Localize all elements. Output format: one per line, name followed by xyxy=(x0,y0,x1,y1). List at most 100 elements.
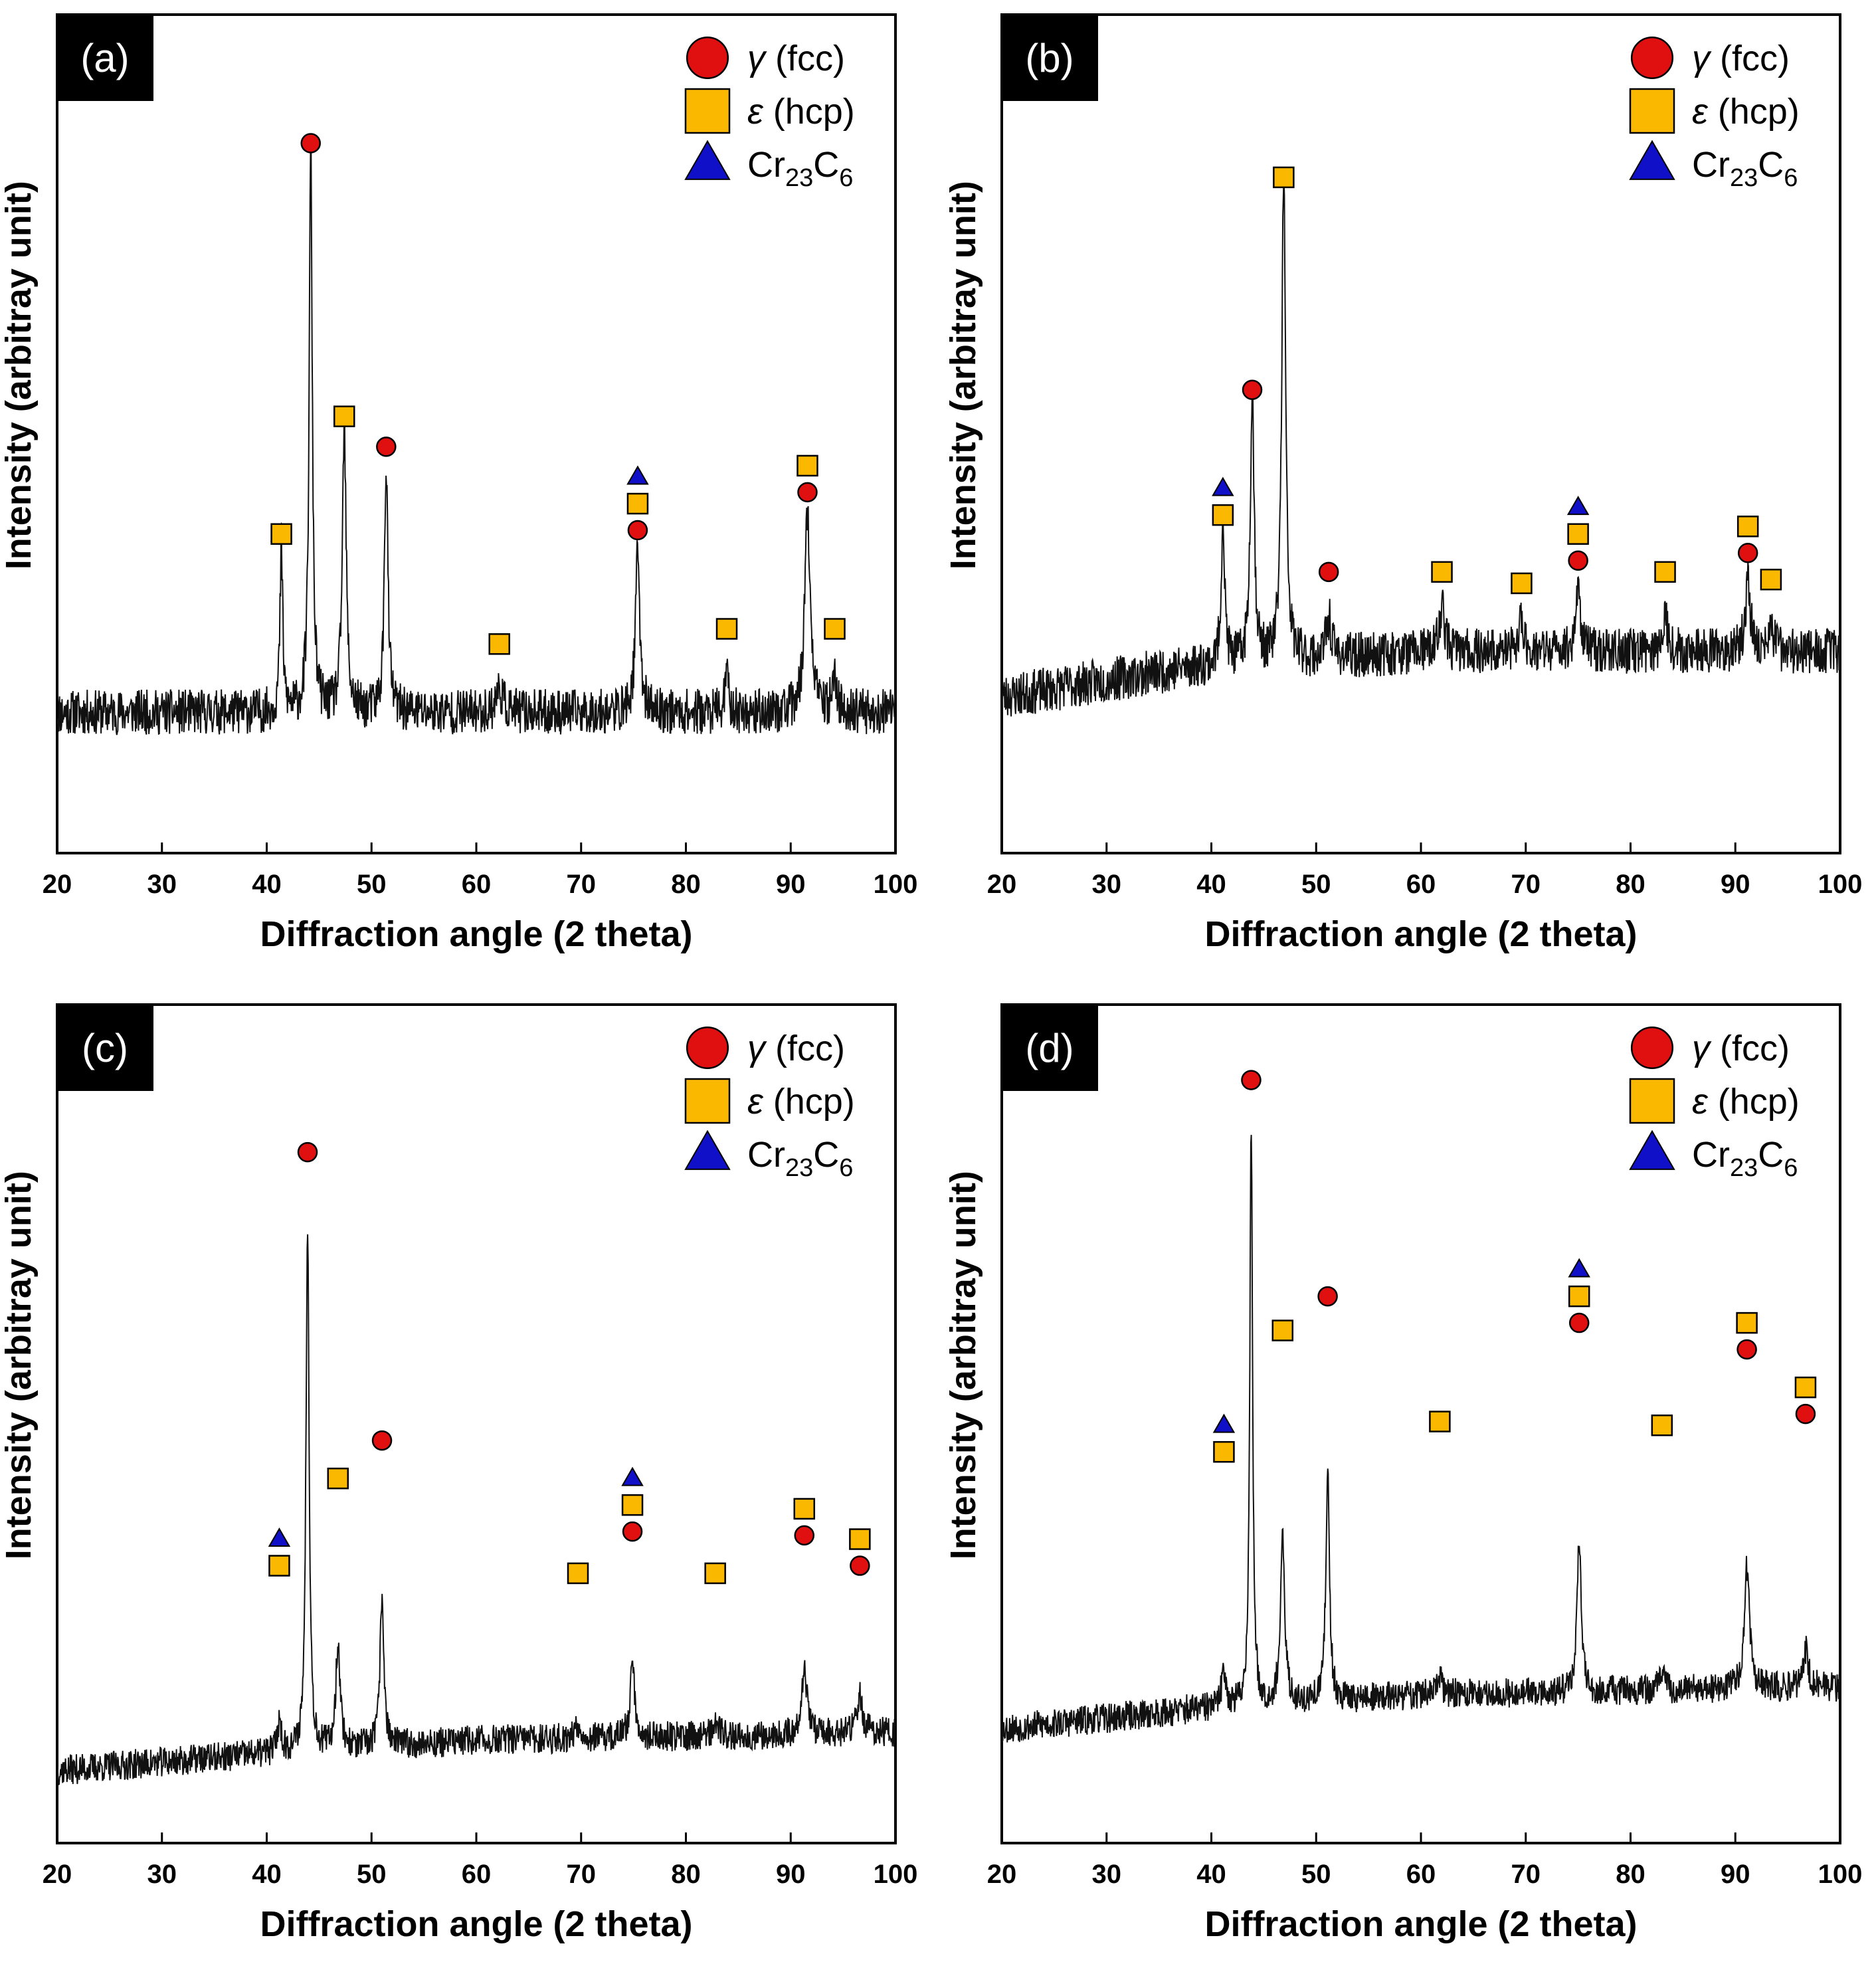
epsilon-marker xyxy=(1568,1285,1590,1308)
x-tick-label: 80 xyxy=(1616,1860,1645,1889)
epsilon-marker xyxy=(1654,561,1676,583)
x-tick-label: 70 xyxy=(567,870,597,899)
x-tick-label: 30 xyxy=(1092,870,1122,899)
legend-gamma-label: γ (fcc) xyxy=(747,39,845,78)
epsilon-marker xyxy=(1794,1376,1817,1399)
legend-epsilon-label: ε (hcp) xyxy=(1692,1082,1800,1122)
gamma-marker xyxy=(1736,1339,1757,1360)
x-tick-label: 40 xyxy=(1196,1860,1226,1889)
gamma-marker xyxy=(1568,1312,1590,1333)
legend-carbide-label: Cr23C6 xyxy=(1692,1135,1798,1182)
legend-epsilon-marker xyxy=(684,1078,731,1124)
epsilon-marker xyxy=(1213,1440,1235,1463)
epsilon-marker xyxy=(327,1467,349,1490)
epsilon-marker xyxy=(1511,572,1533,595)
x-tick-label: 100 xyxy=(1818,870,1863,899)
legend-epsilon-marker xyxy=(684,88,731,134)
legend-gamma-label: γ (fcc) xyxy=(1692,1029,1790,1068)
x-tick-label: 50 xyxy=(357,870,387,899)
epsilon-marker xyxy=(793,1498,816,1520)
epsilon-marker xyxy=(1651,1414,1673,1436)
legend-epsilon-label: ε (hcp) xyxy=(747,92,855,132)
panel-label-bg xyxy=(1002,15,1098,101)
plot-frame xyxy=(1000,1003,1841,1844)
gamma-marker xyxy=(797,482,818,503)
y-axis-title: Intensity (arbitray unit) xyxy=(943,181,983,569)
x-tick-label: 90 xyxy=(776,1860,806,1889)
panel-a: 20 30 40 50 60 70 80 90 100 Diffraction angle (2 … xyxy=(0,13,917,954)
legend-epsilon-label: ε (hcp) xyxy=(747,1082,855,1122)
epsilon-marker xyxy=(1431,561,1453,583)
panel-label: (a) xyxy=(80,36,129,80)
carbide-marker xyxy=(1212,476,1234,496)
x-tick-label: 20 xyxy=(987,870,1017,899)
gamma-marker xyxy=(1241,1070,1262,1090)
epsilon-marker xyxy=(1273,166,1295,189)
epsilon-marker xyxy=(797,454,818,477)
xrd-trace xyxy=(1001,1135,1841,1743)
legend-gamma-label: γ (fcc) xyxy=(1692,39,1790,78)
x-tick-label: 50 xyxy=(1301,870,1331,899)
gamma-marker xyxy=(300,133,322,153)
epsilon-marker xyxy=(1736,516,1759,538)
gamma-marker xyxy=(627,520,648,541)
x-tick-label: 80 xyxy=(671,870,701,899)
x-tick-label: 90 xyxy=(1721,1860,1750,1889)
panel-label: (c) xyxy=(82,1026,128,1070)
gamma-marker xyxy=(371,1430,393,1451)
x-tick-label: 20 xyxy=(43,1860,72,1889)
x-axis-title: Diffraction angle (2 theta) xyxy=(260,1904,692,1944)
x-tick-label: 70 xyxy=(1511,1860,1541,1889)
x-tick-label: 80 xyxy=(671,1860,701,1889)
legend-gamma-marker xyxy=(1630,1026,1674,1070)
epsilon-marker xyxy=(1567,523,1589,545)
gamma-marker xyxy=(1318,561,1339,583)
x-tick-label: 50 xyxy=(357,1860,387,1889)
y-axis-title: Intensity (arbitray unit) xyxy=(943,1171,983,1559)
epsilon-marker xyxy=(1429,1411,1451,1432)
epsilon-marker xyxy=(270,523,292,545)
gamma-marker xyxy=(794,1525,815,1546)
legend-carbide-label: Cr23C6 xyxy=(1692,145,1798,192)
carbide-marker xyxy=(626,465,649,485)
panel-label-bg xyxy=(1002,1005,1098,1091)
plot-frame xyxy=(1000,13,1841,854)
gamma-marker xyxy=(850,1555,870,1576)
gamma-marker xyxy=(297,1141,318,1163)
panel-d: 20 30 40 50 60 70 80 90 100 Diffraction angle (2 … xyxy=(943,1003,1862,1944)
legend-gamma-label: γ (fcc) xyxy=(747,1029,845,1068)
carbide-marker xyxy=(1566,496,1590,516)
x-tick-label: 30 xyxy=(147,1860,177,1889)
epsilon-marker xyxy=(333,405,355,427)
panel-b: 20 30 40 50 60 70 80 90 100 Diffraction angle (2 … xyxy=(943,13,1863,954)
legend-gamma-marker xyxy=(686,1026,729,1070)
xrd-trace xyxy=(1001,178,1841,717)
x-tick-label: 60 xyxy=(1406,1860,1436,1889)
plot-frame xyxy=(56,1003,897,1844)
panel-label: (b) xyxy=(1025,36,1074,80)
gamma-marker xyxy=(376,437,397,457)
x-axis-title: Diffraction angle (2 theta) xyxy=(1204,1904,1637,1944)
x-tick-label: 30 xyxy=(1092,1860,1122,1889)
x-tick-label: 90 xyxy=(1721,870,1750,899)
carbide-marker xyxy=(1568,1258,1590,1278)
epsilon-marker xyxy=(621,1494,644,1516)
xrd-trace xyxy=(56,1234,896,1786)
x-tick-label: 90 xyxy=(776,870,806,899)
epsilon-marker xyxy=(715,618,738,640)
epsilon-marker xyxy=(488,633,510,655)
x-tick-label: 70 xyxy=(567,1860,597,1889)
epsilon-marker xyxy=(824,618,846,640)
epsilon-marker xyxy=(1271,1320,1294,1341)
x-tick-label: 70 xyxy=(1511,870,1541,899)
legend-carbide-label: Cr23C6 xyxy=(747,145,853,192)
panel-c: 20 30 40 50 60 70 80 90 100 Diffraction angle (2 … xyxy=(0,1003,917,1944)
legend: γ (fcc) ε (hcp) Cr23C6 xyxy=(684,36,855,192)
x-tick-label: 30 xyxy=(147,870,177,899)
legend-epsilon-label: ε (hcp) xyxy=(1692,92,1800,132)
y-axis-title: Intensity (arbitray unit) xyxy=(0,181,39,569)
x-tick-label: 60 xyxy=(1406,870,1436,899)
x-tick-label: 20 xyxy=(987,1860,1017,1889)
legend-carbide-label: Cr23C6 xyxy=(747,1135,853,1182)
epsilon-marker xyxy=(567,1562,589,1585)
